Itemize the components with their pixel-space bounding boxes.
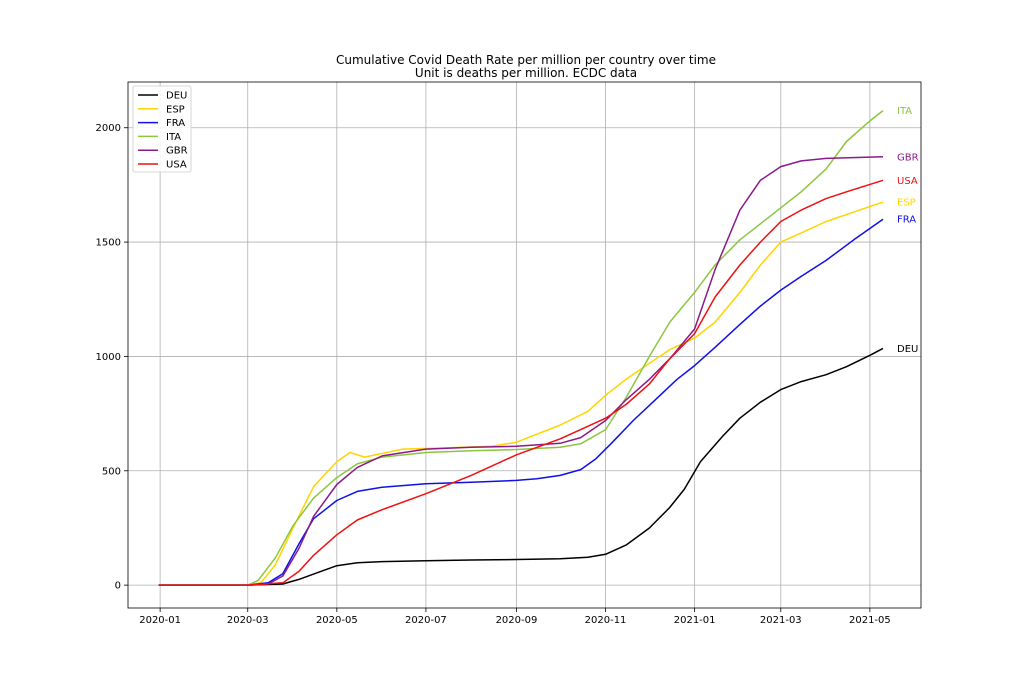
- end-label-ita: ITA: [897, 106, 912, 117]
- x-tick-label: 2021-01: [674, 615, 716, 626]
- plot-frame: [127, 81, 922, 609]
- end-label-fra: FRA: [897, 215, 916, 226]
- x-tick-label: 2020-11: [585, 615, 627, 626]
- series-line-fra: [158, 218, 884, 586]
- x-tick-label: 2020-05: [316, 615, 358, 626]
- end-label-esp: ESP: [897, 198, 916, 209]
- y-tick-label: 1500: [96, 238, 121, 249]
- legend-label-ita: ITA: [166, 132, 181, 143]
- series-lines: [158, 110, 884, 586]
- legend-label-usa: USA: [166, 160, 187, 171]
- series-line-ita: [158, 110, 884, 586]
- chart-subtitle: Unit is deaths per million. ECDC data: [415, 66, 637, 80]
- grid: [128, 82, 921, 608]
- x-tick-label: 2020-01: [139, 615, 181, 626]
- y-tick-label: 2000: [96, 123, 121, 134]
- legend-label-esp: ESP: [166, 104, 185, 115]
- chart-title: Cumulative Covid Death Rate per million …: [336, 53, 716, 67]
- series-line-deu: [158, 347, 884, 586]
- end-labels: DEU ESP FRA ITA GBR USA: [897, 106, 919, 355]
- legend: DEU ESP FRA ITA GBR USA: [132, 85, 192, 173]
- end-label-deu: DEU: [897, 344, 918, 355]
- x-tick-label: 2020-03: [227, 615, 269, 626]
- x-tick-label: 2021-03: [760, 615, 802, 626]
- legend-label-deu: DEU: [166, 91, 187, 102]
- series-line-gbr: [158, 156, 884, 586]
- x-tick-label: 2021-05: [849, 615, 891, 626]
- x-tick-label: 2020-07: [405, 615, 447, 626]
- end-label-gbr: GBR: [897, 152, 919, 163]
- y-tick-label: 1000: [96, 352, 121, 363]
- y-tick-label: 500: [102, 466, 121, 477]
- end-label-usa: USA: [897, 176, 918, 187]
- legend-label-gbr: GBR: [166, 146, 188, 157]
- x-tick-label: 2020-09: [496, 615, 538, 626]
- y-tick-label: 0: [115, 581, 121, 592]
- legend-label-fra: FRA: [166, 118, 185, 129]
- series-line-usa: [158, 179, 884, 586]
- axes: 2020-01 2020-03 2020-05 2020-07 2020-09 2020-…: [96, 81, 922, 626]
- series-line-esp: [158, 201, 884, 586]
